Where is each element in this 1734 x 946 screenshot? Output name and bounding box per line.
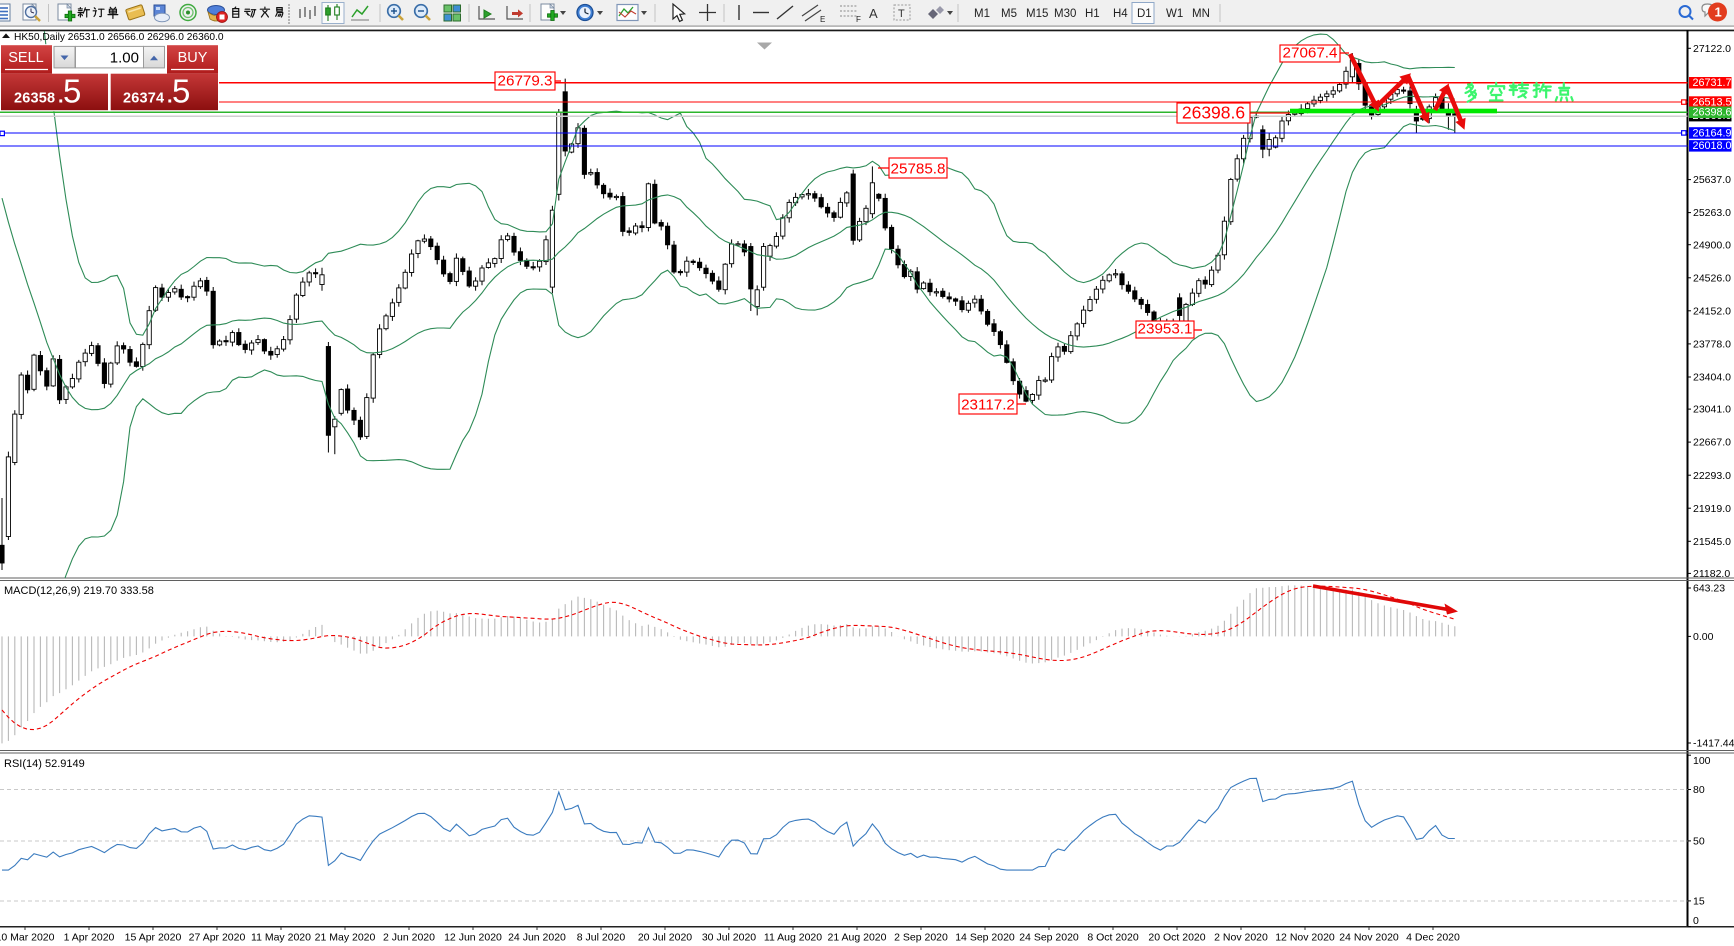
svg-text:26358: 26358	[14, 91, 55, 107]
svg-text:15: 15	[1693, 896, 1705, 908]
svg-text:5: 5	[63, 73, 81, 110]
svg-text:100: 100	[1693, 755, 1711, 767]
svg-text:24526.0: 24526.0	[1693, 272, 1731, 284]
svg-text:H1: H1	[1085, 8, 1100, 20]
svg-text:22293.0: 22293.0	[1693, 470, 1731, 482]
svg-text:26374: 26374	[123, 91, 164, 107]
svg-text:24 Jun 2020: 24 Jun 2020	[508, 932, 566, 944]
svg-text:27122.0: 27122.0	[1693, 43, 1731, 55]
svg-text:2 Jun 2020: 2 Jun 2020	[383, 932, 435, 944]
svg-text:20 Oct 2020: 20 Oct 2020	[1148, 932, 1205, 944]
svg-text:20 Jul 2020: 20 Jul 2020	[638, 932, 692, 944]
svg-text:23953.1: 23953.1	[1138, 321, 1193, 338]
svg-text:-1417.44: -1417.44	[1693, 738, 1734, 750]
svg-text:MACD(12,26,9) 219.70 333.58: MACD(12,26,9) 219.70 333.58	[4, 585, 154, 597]
svg-text:50: 50	[1693, 836, 1705, 848]
svg-text:12 Jun 2020: 12 Jun 2020	[444, 932, 502, 944]
svg-text:MN: MN	[1192, 8, 1210, 20]
svg-text:.: .	[167, 86, 173, 108]
svg-text:0.00: 0.00	[1693, 631, 1714, 643]
svg-text:26164.9: 26164.9	[1693, 127, 1732, 139]
svg-text:12 Nov 2020: 12 Nov 2020	[1275, 932, 1335, 944]
svg-text:8 Oct 2020: 8 Oct 2020	[1087, 932, 1139, 944]
svg-text:1.00: 1.00	[110, 49, 139, 66]
svg-text:2 Sep 2020: 2 Sep 2020	[894, 932, 948, 944]
svg-text:26398.6: 26398.6	[1693, 107, 1732, 119]
svg-text:80: 80	[1693, 784, 1705, 796]
svg-text:25263.0: 25263.0	[1693, 207, 1731, 219]
svg-text:14 Sep 2020: 14 Sep 2020	[955, 932, 1015, 944]
svg-text:M30: M30	[1054, 8, 1076, 20]
svg-text:E: E	[820, 15, 825, 24]
svg-text:5: 5	[172, 73, 190, 110]
svg-text:D1: D1	[1137, 8, 1152, 20]
svg-text:HK50,Daily 26531.0 26566.0 26: HK50,Daily 26531.0 26566.0 26296.0 26360…	[14, 32, 224, 43]
svg-text:26513.5: 26513.5	[1693, 96, 1732, 108]
svg-text:4 Dec 2020: 4 Dec 2020	[1406, 932, 1460, 944]
svg-text:25785.8: 25785.8	[891, 161, 946, 178]
svg-text:23404.0: 23404.0	[1693, 372, 1731, 384]
svg-text:W1: W1	[1166, 8, 1183, 20]
svg-text:M1: M1	[974, 8, 990, 20]
svg-text:T: T	[898, 8, 905, 20]
svg-text:1: 1	[1715, 5, 1722, 20]
svg-text:8 Jul 2020: 8 Jul 2020	[577, 932, 626, 944]
svg-text:0: 0	[1693, 915, 1699, 927]
svg-text:SELL: SELL	[8, 50, 43, 66]
svg-text:21919.0: 21919.0	[1693, 503, 1731, 515]
svg-text:BUY: BUY	[178, 50, 208, 66]
svg-text:11 Aug 2020: 11 Aug 2020	[764, 932, 822, 944]
svg-text:24152.0: 24152.0	[1693, 305, 1731, 317]
svg-text:21182.0: 21182.0	[1693, 568, 1730, 580]
svg-text:21545.0: 21545.0	[1693, 536, 1731, 548]
svg-text:26018.0: 26018.0	[1693, 140, 1732, 152]
svg-text:24 Nov 2020: 24 Nov 2020	[1339, 932, 1399, 944]
svg-text:21 May 2020: 21 May 2020	[315, 932, 376, 944]
svg-text:A: A	[869, 6, 878, 21]
svg-text:23778.0: 23778.0	[1693, 339, 1731, 351]
svg-text:2 Nov 2020: 2 Nov 2020	[1214, 932, 1268, 944]
svg-text:26398.6: 26398.6	[1182, 103, 1245, 123]
svg-text:21 Aug 2020: 21 Aug 2020	[828, 932, 887, 944]
svg-text:F: F	[856, 15, 861, 24]
svg-text:RSI(14) 52.9149: RSI(14) 52.9149	[4, 758, 85, 770]
svg-text:25637.0: 25637.0	[1693, 174, 1731, 186]
svg-text:M5: M5	[1001, 8, 1017, 20]
svg-text:11 May 2020: 11 May 2020	[251, 932, 311, 944]
svg-text:26779.3: 26779.3	[498, 73, 553, 90]
svg-text:24 Sep 2020: 24 Sep 2020	[1019, 932, 1079, 944]
svg-text:26731.7: 26731.7	[1693, 77, 1732, 89]
svg-text:22667.0: 22667.0	[1693, 437, 1731, 449]
svg-text:27067.4: 27067.4	[1283, 45, 1338, 62]
svg-text:23041.0: 23041.0	[1693, 404, 1731, 416]
svg-text:643.23: 643.23	[1693, 583, 1725, 595]
svg-text:15 Apr 2020: 15 Apr 2020	[125, 932, 182, 944]
svg-text:10 Mar 2020: 10 Mar 2020	[0, 932, 55, 944]
svg-text:30 Jul 2020: 30 Jul 2020	[702, 932, 756, 944]
svg-text:M15: M15	[1026, 8, 1048, 20]
svg-text:.: .	[58, 86, 64, 108]
svg-text:27 Apr 2020: 27 Apr 2020	[189, 932, 246, 944]
svg-text:23117.2: 23117.2	[961, 397, 1015, 414]
svg-text:H4: H4	[1113, 8, 1128, 20]
svg-text:24900.0: 24900.0	[1693, 239, 1731, 251]
svg-text:1 Apr 2020: 1 Apr 2020	[64, 932, 115, 944]
